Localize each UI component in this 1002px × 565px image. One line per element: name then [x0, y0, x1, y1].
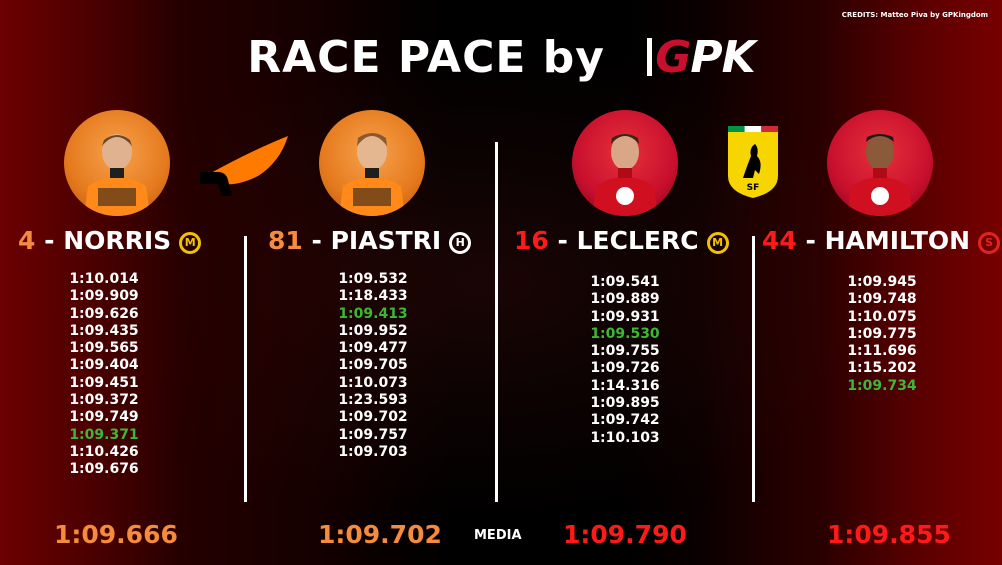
lap-time: 1:09.952 [338, 322, 408, 339]
lap-time: 1:10.103 [590, 429, 660, 446]
lap-time: 1:09.945 [847, 274, 917, 290]
hard-tyre-icon: H [449, 232, 472, 254]
lap-time: 1:09.757 [338, 426, 408, 443]
lap-time: 1:09.909 [69, 288, 139, 305]
best-lap-time: 1:09.734 [847, 377, 917, 394]
lap-time: 1:10.073 [338, 374, 408, 391]
lap-time: 1:09.749 [69, 409, 139, 426]
average-norris: 1:09.666 [54, 520, 178, 549]
lap-time: 1:09.541 [590, 274, 660, 290]
piastri-avatar [319, 110, 425, 216]
lap-time: 1:09.775 [847, 325, 917, 342]
lap-time: 1:09.451 [69, 374, 139, 391]
laps-norris: 1:10.014 1:09.909 1:09.626 1:09.435 1:09.565… [54, 271, 154, 479]
hamilton-avatar [827, 110, 933, 216]
lap-time: 1:09.705 [338, 357, 408, 374]
average-piastri: 1:09.702 [318, 520, 442, 549]
lap-time: 1:09.726 [590, 360, 660, 377]
medium-tyre-icon: M [706, 232, 729, 254]
driver-header-hamilton: 44 - HAMILTON S [762, 226, 1001, 255]
lap-time: 1:09.931 [590, 308, 660, 325]
credits-text: CREDITS: Matteo Piva by GPKingdom [841, 11, 988, 19]
lap-time: 1:09.742 [590, 412, 660, 429]
divider-mclaren [244, 236, 247, 502]
laps-hamilton: 1:09.945 1:09.748 1:10.075 1:09.775 1:11.696… [832, 274, 932, 395]
lap-time: 1:11.696 [847, 343, 917, 360]
best-lap-time: 1:09.530 [590, 325, 660, 342]
lap-time: 1:09.435 [69, 322, 139, 339]
lap-time: 1:09.702 [338, 409, 408, 426]
lap-time: 1:09.404 [69, 357, 139, 374]
title-text: RACE PACE by [247, 32, 605, 83]
laps-leclerc: 1:09.541 1:09.889 1:09.931 1:09.530 1:09.755… [575, 274, 675, 447]
lap-time: 1:15.202 [847, 360, 917, 377]
leclerc-avatar [572, 110, 678, 216]
lap-time: 1:09.532 [338, 271, 408, 287]
gpk-logo: GPK [647, 32, 756, 83]
lap-time: 1:09.626 [69, 305, 139, 322]
driver-header-piastri: 81 - PIASTRI H [268, 226, 472, 255]
best-lap-time: 1:09.371 [69, 426, 139, 443]
lap-time: 1:10.014 [69, 271, 139, 287]
lap-time: 1:10.075 [847, 308, 917, 325]
lap-time: 1:23.593 [338, 392, 408, 409]
average-hamilton: 1:09.855 [827, 520, 951, 549]
laps-piastri: 1:09.532 1:18.433 1:09.413 1:09.952 1:09.477… [323, 271, 423, 461]
driver-header-norris: 4 - NORRIS M [18, 226, 202, 255]
lap-time: 1:09.895 [590, 395, 660, 412]
lap-time: 1:09.889 [590, 291, 660, 308]
average-leclerc: 1:09.790 [563, 520, 687, 549]
lap-time: 1:09.477 [338, 340, 408, 357]
lap-time: 1:09.748 [847, 291, 917, 308]
driver-header-leclerc: 16 - LECLERC M [514, 226, 729, 255]
lap-time: 1:09.372 [69, 392, 139, 409]
lap-time: 1:09.676 [69, 461, 139, 478]
lap-time: 1:14.316 [590, 377, 660, 394]
medium-tyre-icon: M [179, 232, 202, 254]
divider-ferrari [752, 236, 755, 502]
page-title: RACE PACE by GPK [0, 32, 1002, 83]
lap-time: 1:09.565 [69, 340, 139, 357]
lap-time: 1:18.433 [338, 288, 408, 305]
svg-text:SF: SF [747, 183, 760, 193]
lap-time: 1:10.426 [69, 443, 139, 460]
lap-time: 1:09.703 [338, 443, 408, 460]
best-lap-time: 1:09.413 [338, 305, 408, 322]
norris-avatar [64, 110, 170, 216]
divider-center [495, 142, 498, 502]
ferrari-logo-icon: SF [725, 126, 781, 202]
lap-time: 1:09.755 [590, 343, 660, 360]
media-label: MEDIA [474, 528, 522, 543]
mclaren-logo-icon [198, 132, 294, 202]
soft-tyre-icon: S [978, 232, 1001, 254]
